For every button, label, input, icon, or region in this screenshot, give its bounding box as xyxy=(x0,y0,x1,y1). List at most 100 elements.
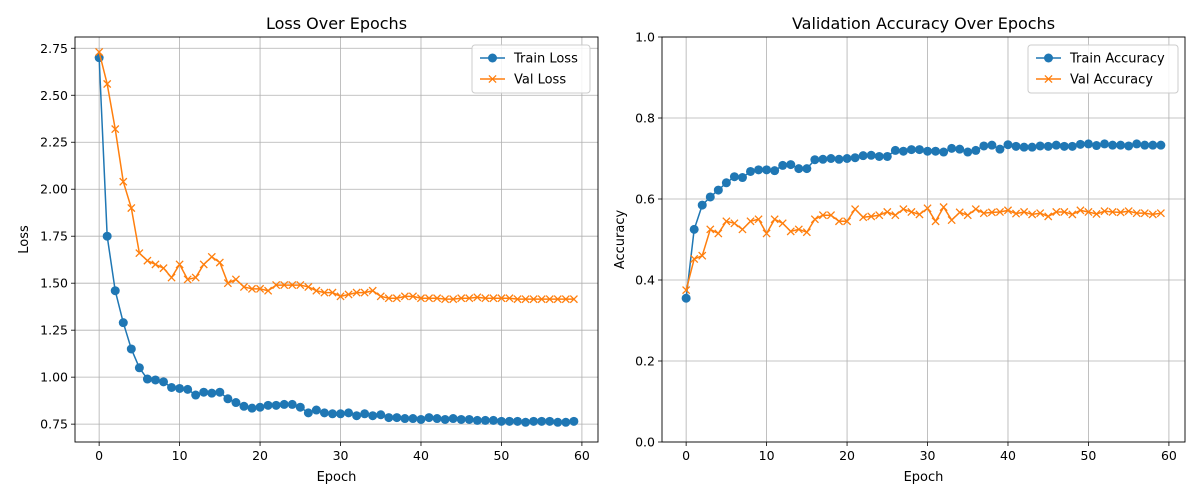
data-point xyxy=(537,295,546,304)
data-point xyxy=(311,405,321,415)
data-point xyxy=(256,284,265,293)
data-point xyxy=(1051,140,1061,150)
data-point xyxy=(247,284,257,293)
data-point xyxy=(786,160,796,170)
chart-title: Loss Over Epochs xyxy=(266,14,407,33)
x-tick-label: 60 xyxy=(1161,448,1177,463)
y-tick-label: 0.2 xyxy=(635,354,655,369)
data-point xyxy=(851,205,860,214)
legend-box xyxy=(1027,44,1179,94)
data-point xyxy=(931,146,941,156)
data-point xyxy=(457,294,466,303)
data-point xyxy=(295,402,305,412)
data-point xyxy=(987,208,996,217)
data-point xyxy=(682,286,691,295)
data-point xyxy=(489,294,498,303)
data-point xyxy=(1100,139,1110,149)
data-point xyxy=(762,165,772,175)
data-point xyxy=(850,153,860,163)
data-point xyxy=(1003,140,1013,150)
data-point xyxy=(521,417,531,427)
data-point xyxy=(497,294,506,303)
data-point xyxy=(432,414,442,424)
data-point xyxy=(705,192,715,202)
y-tick-label: 0.75 xyxy=(40,417,68,432)
data-point xyxy=(271,400,281,410)
data-point xyxy=(191,390,201,400)
data-point xyxy=(698,251,707,260)
data-point xyxy=(979,209,988,218)
data-point xyxy=(312,286,321,295)
y-tick-label: 2.25 xyxy=(40,135,68,150)
data-point xyxy=(416,294,426,303)
x-tick-label: 30 xyxy=(920,448,936,463)
data-point xyxy=(529,295,538,304)
data-point xyxy=(875,211,884,220)
data-point xyxy=(472,415,482,425)
series-val-accuracy xyxy=(682,203,1165,295)
data-point xyxy=(191,273,200,282)
data-point xyxy=(681,293,691,303)
data-point xyxy=(440,414,450,424)
plot-frame xyxy=(74,36,599,443)
y-tick-label: 0.8 xyxy=(635,111,655,126)
data-point xyxy=(135,249,144,258)
data-point xyxy=(134,363,144,373)
data-point xyxy=(907,207,916,217)
x-axis-label: Epoch xyxy=(904,470,944,485)
y-tick-label: 0.0 xyxy=(635,435,655,450)
data-point xyxy=(553,417,563,427)
data-point xyxy=(384,413,394,423)
data-point xyxy=(441,295,450,304)
data-point xyxy=(971,205,980,214)
data-point xyxy=(826,154,836,163)
x-tick-label: 20 xyxy=(839,448,855,463)
data-point xyxy=(465,294,474,303)
legend-marker xyxy=(488,74,497,84)
data-point xyxy=(1020,207,1029,217)
data-point xyxy=(368,286,377,295)
data-point xyxy=(126,344,136,354)
data-point xyxy=(778,219,787,228)
chart-panel-2: 0 10 20 30 40 50 60 0.0 0.2 0.4 0.6 0.8 1.0 Validatio… xyxy=(613,14,1186,485)
data-point xyxy=(95,47,104,57)
data-point xyxy=(513,416,523,426)
data-point xyxy=(408,414,418,424)
y-tick-label: 0.4 xyxy=(635,273,655,288)
data-point xyxy=(102,231,112,241)
data-point xyxy=(1140,140,1150,150)
y-tick-label: 1.0 xyxy=(635,30,655,45)
data-point xyxy=(118,318,128,328)
data-point xyxy=(344,290,353,299)
data-point xyxy=(1052,207,1061,217)
y-axis-label: Loss xyxy=(17,225,32,254)
data-point xyxy=(794,225,803,234)
y-tick-label: 2.00 xyxy=(40,182,68,197)
data-point xyxy=(521,295,530,304)
data-point xyxy=(360,409,370,419)
data-point xyxy=(119,177,128,186)
data-point xyxy=(697,200,707,210)
data-point xyxy=(690,254,699,263)
data-point xyxy=(818,211,827,220)
data-point xyxy=(496,416,506,426)
y-tick-label: 1.00 xyxy=(40,370,68,385)
data-point xyxy=(199,260,208,269)
x-tick-label: 10 xyxy=(759,448,775,463)
data-point xyxy=(569,295,578,304)
data-point xyxy=(1067,141,1077,151)
data-point xyxy=(352,411,362,421)
x-tick-label: 20 xyxy=(252,448,268,463)
data-point xyxy=(859,213,868,222)
data-point xyxy=(794,164,804,174)
data-point xyxy=(923,204,932,213)
data-point xyxy=(473,293,482,302)
data-point xyxy=(730,219,739,228)
data-point xyxy=(995,144,1005,154)
data-point xyxy=(713,185,723,195)
data-point xyxy=(215,387,225,397)
chart-title: Validation Accuracy Over Epochs xyxy=(792,14,1055,33)
legend: Train Accuracy Val Accuracy xyxy=(1027,44,1179,94)
data-point xyxy=(280,281,289,290)
data-point xyxy=(449,295,458,304)
